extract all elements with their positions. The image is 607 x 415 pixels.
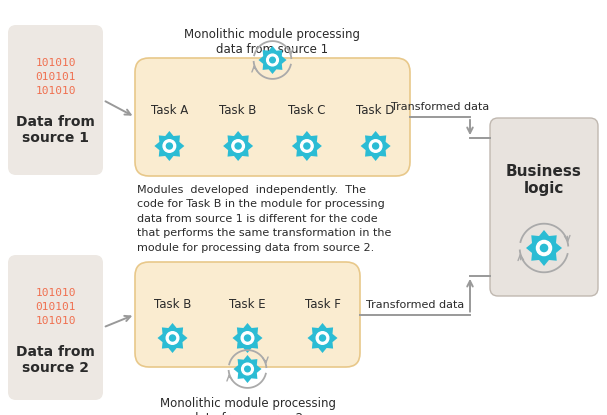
Text: Transformed data: Transformed data bbox=[391, 102, 489, 112]
Text: 101010
010101
101010: 101010 010101 101010 bbox=[35, 288, 76, 326]
Text: Task D: Task D bbox=[356, 103, 395, 117]
Circle shape bbox=[241, 332, 254, 344]
Text: Task E: Task E bbox=[229, 298, 266, 310]
Polygon shape bbox=[292, 131, 322, 161]
Text: Business
logic: Business logic bbox=[506, 164, 582, 196]
Circle shape bbox=[369, 140, 382, 152]
FancyBboxPatch shape bbox=[490, 118, 598, 296]
Polygon shape bbox=[223, 131, 253, 161]
Circle shape bbox=[245, 335, 251, 341]
Text: Task F: Task F bbox=[305, 298, 341, 310]
Circle shape bbox=[316, 332, 329, 344]
Polygon shape bbox=[361, 131, 391, 161]
Circle shape bbox=[242, 363, 253, 375]
FancyBboxPatch shape bbox=[8, 25, 103, 175]
Text: Monolithic module processing
data from source 1: Monolithic module processing data from s… bbox=[185, 28, 361, 56]
Text: Modules  developed  independently.  The
code for Task B in the module for proces: Modules developed independently. The cod… bbox=[137, 185, 392, 253]
Circle shape bbox=[319, 335, 325, 341]
Circle shape bbox=[163, 140, 175, 152]
FancyBboxPatch shape bbox=[135, 262, 360, 367]
Text: Task C: Task C bbox=[288, 103, 325, 117]
Circle shape bbox=[166, 143, 172, 149]
Circle shape bbox=[245, 366, 250, 372]
Circle shape bbox=[540, 244, 548, 251]
Text: 101010
010101
101010: 101010 010101 101010 bbox=[35, 58, 76, 96]
Polygon shape bbox=[526, 230, 562, 266]
Text: Task A: Task A bbox=[151, 103, 188, 117]
Circle shape bbox=[232, 140, 245, 152]
Polygon shape bbox=[234, 355, 262, 383]
Text: Data from
source 1: Data from source 1 bbox=[16, 115, 95, 145]
Polygon shape bbox=[157, 323, 188, 353]
Text: Task B: Task B bbox=[154, 298, 191, 310]
FancyBboxPatch shape bbox=[8, 255, 103, 400]
Text: Transformed data: Transformed data bbox=[366, 300, 464, 310]
Polygon shape bbox=[259, 46, 287, 74]
Circle shape bbox=[304, 143, 310, 149]
Circle shape bbox=[266, 54, 279, 66]
Circle shape bbox=[235, 143, 241, 149]
Polygon shape bbox=[308, 323, 337, 353]
Polygon shape bbox=[232, 323, 262, 353]
Circle shape bbox=[537, 240, 552, 256]
Circle shape bbox=[166, 332, 179, 344]
Polygon shape bbox=[154, 131, 185, 161]
Circle shape bbox=[373, 143, 379, 149]
Circle shape bbox=[300, 140, 313, 152]
FancyBboxPatch shape bbox=[135, 58, 410, 176]
Circle shape bbox=[169, 335, 175, 341]
Circle shape bbox=[270, 57, 276, 63]
Text: Task B: Task B bbox=[220, 103, 257, 117]
Text: Monolithic module processing
data from source 2: Monolithic module processing data from s… bbox=[160, 397, 336, 415]
Text: Data from
source 2: Data from source 2 bbox=[16, 345, 95, 375]
